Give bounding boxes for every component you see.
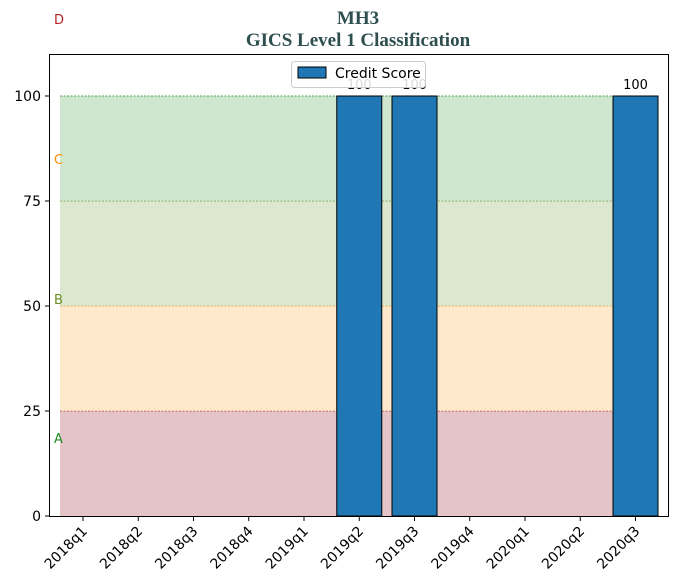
chart-subtitle: GICS Level 1 Classification — [246, 30, 471, 51]
x-tick-label-2018q3: 2018q3 — [152, 524, 201, 573]
y-tick-label-25: 25 — [23, 404, 41, 420]
x-tick-label-2019q3: 2019q3 — [373, 524, 422, 573]
data-label-2020q3: 100 — [623, 78, 648, 93]
x-tick-label-2018q4: 2018q4 — [207, 523, 256, 572]
x-tick-label-2019q1: 2019q1 — [263, 524, 312, 573]
bars — [336, 95, 659, 517]
bar-2019q2 — [336, 95, 383, 517]
x-tick-label-2020q1: 2020q1 — [484, 524, 533, 573]
y-tick-label-0: 0 — [32, 509, 41, 525]
bar-2020q3 — [612, 95, 659, 517]
x-tick-label-2019q4: 2019q4 — [428, 523, 477, 572]
band-letter-b: B — [54, 293, 63, 308]
band-letter-a: A — [54, 432, 63, 447]
legend: Credit Score — [291, 61, 426, 88]
x-tick-label-2019q2: 2019q2 — [318, 524, 367, 573]
y-axis: 0 25 50 75 100 — [14, 89, 50, 525]
x-tick-label-2020q2: 2020q2 — [539, 524, 588, 573]
band-letter-d: D — [54, 13, 64, 28]
band-letters: A B C D — [54, 13, 64, 447]
y-tick-label-50: 50 — [23, 299, 41, 315]
chart-title: MH3 — [337, 8, 379, 29]
x-tick-label-2018q1: 2018q1 — [42, 524, 91, 573]
x-tick-label-2018q2: 2018q2 — [97, 524, 146, 573]
y-tick-label-75: 75 — [23, 194, 41, 210]
x-axis: 2018q1 2018q2 2018q3 2018q4 2019q1 2019q2 2019… — [42, 516, 643, 573]
band-letter-c: C — [54, 153, 63, 168]
legend-label-credit-score: Credit Score — [335, 66, 421, 82]
y-tick-label-100: 100 — [14, 89, 41, 105]
x-tick-label-2020q3: 2020q3 — [594, 524, 643, 573]
legend-swatch-credit-score — [297, 66, 327, 79]
bar-2019q3 — [391, 95, 438, 517]
